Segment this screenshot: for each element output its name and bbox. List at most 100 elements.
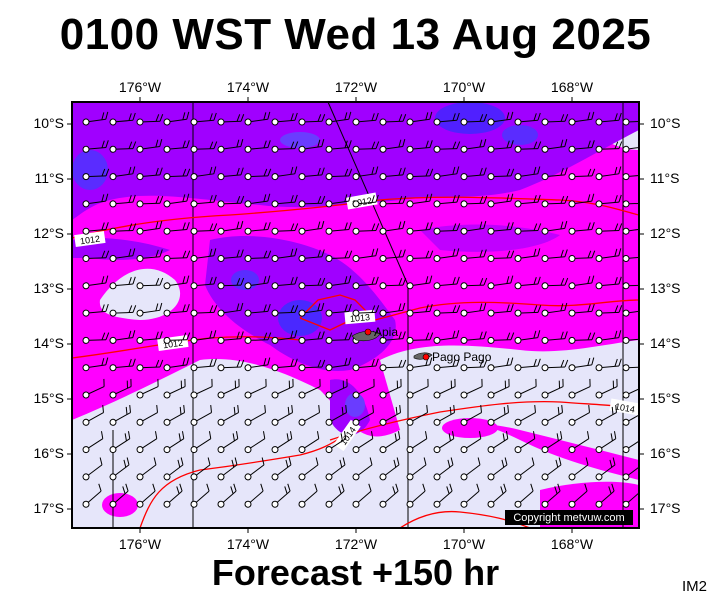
wind-barb xyxy=(595,457,616,481)
wind-barb xyxy=(217,167,244,181)
wind-barb xyxy=(514,223,542,235)
wind-barb xyxy=(541,220,568,235)
wind-barb xyxy=(352,223,380,235)
wind-barb xyxy=(514,276,541,290)
wind-barb xyxy=(595,166,622,181)
wind-barb xyxy=(541,359,569,372)
wind-barb xyxy=(514,404,536,426)
wind-barb xyxy=(406,168,434,181)
wind-barb xyxy=(541,302,568,317)
wind-barb xyxy=(595,194,622,208)
wind-barb xyxy=(271,141,299,153)
wind-barb xyxy=(595,378,618,399)
wind-barb xyxy=(406,431,428,454)
wind-barb xyxy=(298,378,321,399)
wind-barb xyxy=(622,386,639,399)
wind-barb xyxy=(514,457,535,481)
apia-label: Apia xyxy=(374,325,398,339)
wind-barb xyxy=(298,277,326,290)
wind-barb xyxy=(460,359,488,372)
pago-pago-marker xyxy=(422,353,430,361)
image-code: IM2 xyxy=(681,578,707,595)
wind-barb xyxy=(271,305,299,317)
wind-barb xyxy=(163,222,190,235)
wind-barb xyxy=(487,168,515,181)
wind-barb xyxy=(352,166,379,181)
frame-ticks xyxy=(67,97,644,533)
wind-barb xyxy=(622,227,639,235)
wind-barb xyxy=(271,358,298,372)
wind-barb xyxy=(379,195,407,208)
dry-area-south xyxy=(72,359,639,528)
wind-barb xyxy=(136,249,163,262)
wind-barb xyxy=(379,114,407,126)
wind-barb xyxy=(352,378,375,399)
wind-barb xyxy=(244,168,272,181)
wind-barb xyxy=(514,330,541,344)
wind-barb xyxy=(217,277,245,290)
wind-barb xyxy=(433,223,461,235)
wind-barb xyxy=(433,358,460,372)
wind-barb xyxy=(514,378,537,399)
wind-barb xyxy=(325,193,352,208)
wind-barb xyxy=(541,457,562,481)
wind-barb xyxy=(217,359,245,372)
wind-barb xyxy=(325,457,346,481)
wind-barb xyxy=(109,166,136,181)
wind-barb xyxy=(541,277,569,290)
lon-label: 170°W xyxy=(443,79,486,95)
wind-barb xyxy=(460,249,487,262)
wind-barb xyxy=(487,457,508,481)
lon-label: 174°W xyxy=(227,536,270,552)
wind-barb xyxy=(514,305,542,317)
wind-barb xyxy=(568,250,596,262)
lon-label: 172°W xyxy=(335,79,378,95)
wind-barb xyxy=(190,305,218,317)
lat-label: 12°S xyxy=(33,225,64,241)
wind-barb xyxy=(568,222,595,235)
wind-barb xyxy=(433,457,454,481)
wind-barb xyxy=(190,404,212,426)
wind-barb xyxy=(352,276,379,290)
isobar-label: 1013 xyxy=(350,312,371,324)
wind-barb xyxy=(406,250,434,262)
wind-barb xyxy=(244,404,266,426)
wind-barb xyxy=(109,431,131,454)
wind-barb xyxy=(244,303,271,317)
wind-barb xyxy=(595,248,622,262)
wind-barb xyxy=(109,378,132,399)
wind-barb xyxy=(622,282,639,290)
wind-barb xyxy=(433,194,460,208)
wind-barb xyxy=(298,483,318,508)
wind-barb xyxy=(622,364,639,372)
wind-barb xyxy=(541,139,568,153)
wind-barb xyxy=(136,431,158,454)
wind-barb xyxy=(595,358,622,372)
wind-barb xyxy=(190,483,210,508)
wind-barb xyxy=(244,378,267,399)
wind-barb xyxy=(541,249,568,262)
lat-label: 16°S xyxy=(650,445,681,461)
wind-barb xyxy=(325,357,352,372)
lat-label: 12°S xyxy=(650,225,681,241)
wind-barb xyxy=(109,248,136,262)
wind-barb xyxy=(595,223,623,235)
wind-barb xyxy=(487,404,509,426)
wind-barb xyxy=(325,483,345,508)
wind-barb xyxy=(217,220,244,235)
wind-barb xyxy=(514,483,534,508)
wind-barb xyxy=(136,195,164,208)
wind-barb xyxy=(514,194,541,208)
wind-barb xyxy=(622,438,639,454)
wind-barb xyxy=(190,431,212,454)
dry-area-west xyxy=(99,268,181,320)
isobar-1014-south xyxy=(139,434,346,528)
wind-barb xyxy=(352,404,374,426)
wind-barb xyxy=(379,378,402,399)
wind-barb xyxy=(136,404,158,426)
wind-barb xyxy=(541,431,563,454)
wind-barb xyxy=(109,223,137,235)
wind-barb xyxy=(271,330,298,344)
wind-barb xyxy=(541,331,568,344)
wind-barb xyxy=(460,302,487,317)
